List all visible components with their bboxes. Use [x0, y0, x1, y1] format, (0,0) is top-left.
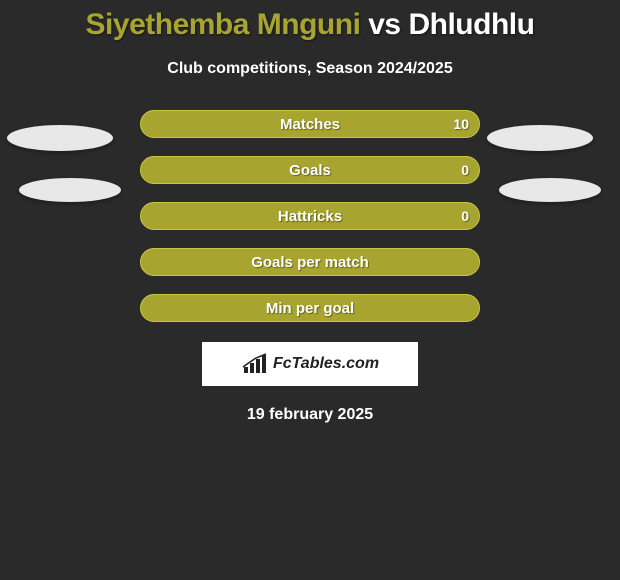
stat-bar-goals-per-match: Goals per match: [140, 248, 480, 276]
stat-label: Goals per match: [251, 254, 369, 271]
stat-bar-matches: Matches 10: [140, 110, 480, 138]
stat-label: Min per goal: [266, 300, 354, 317]
stat-bar-hattricks: Hattricks 0: [140, 202, 480, 230]
stat-label: Matches: [280, 116, 340, 133]
stat-row: Min per goal: [140, 294, 480, 322]
stat-label: Goals: [289, 162, 331, 179]
comparison-card: Siyethemba Mnguni vs Dhludhlu Club compe…: [0, 0, 620, 424]
vs-label: vs: [368, 8, 400, 41]
stat-value: 0: [461, 162, 469, 178]
stat-value: 0: [461, 208, 469, 224]
stat-rows: Matches 10 Goals 0 Hattricks 0 Goals per…: [0, 110, 620, 322]
page-title: Siyethemba Mnguni vs Dhludhlu: [0, 8, 620, 42]
subtitle: Club competitions, Season 2024/2025: [0, 60, 620, 78]
date-label: 19 february 2025: [0, 406, 620, 424]
stat-row: Goals per match: [140, 248, 480, 276]
bar-chart-icon: [241, 353, 269, 375]
stat-bar-min-per-goal: Min per goal: [140, 294, 480, 322]
stat-value: 10: [453, 116, 469, 132]
stat-label: Hattricks: [278, 208, 342, 225]
logo-text: FcTables.com: [273, 355, 379, 373]
stat-bar-goals: Goals 0: [140, 156, 480, 184]
stat-row: Hattricks 0: [140, 202, 480, 230]
player1-name: Siyethemba Mnguni: [86, 8, 361, 41]
player2-name: Dhludhlu: [408, 8, 534, 41]
stat-row: Matches 10: [140, 110, 480, 138]
stat-row: Goals 0: [140, 156, 480, 184]
source-logo: FcTables.com: [202, 342, 418, 386]
